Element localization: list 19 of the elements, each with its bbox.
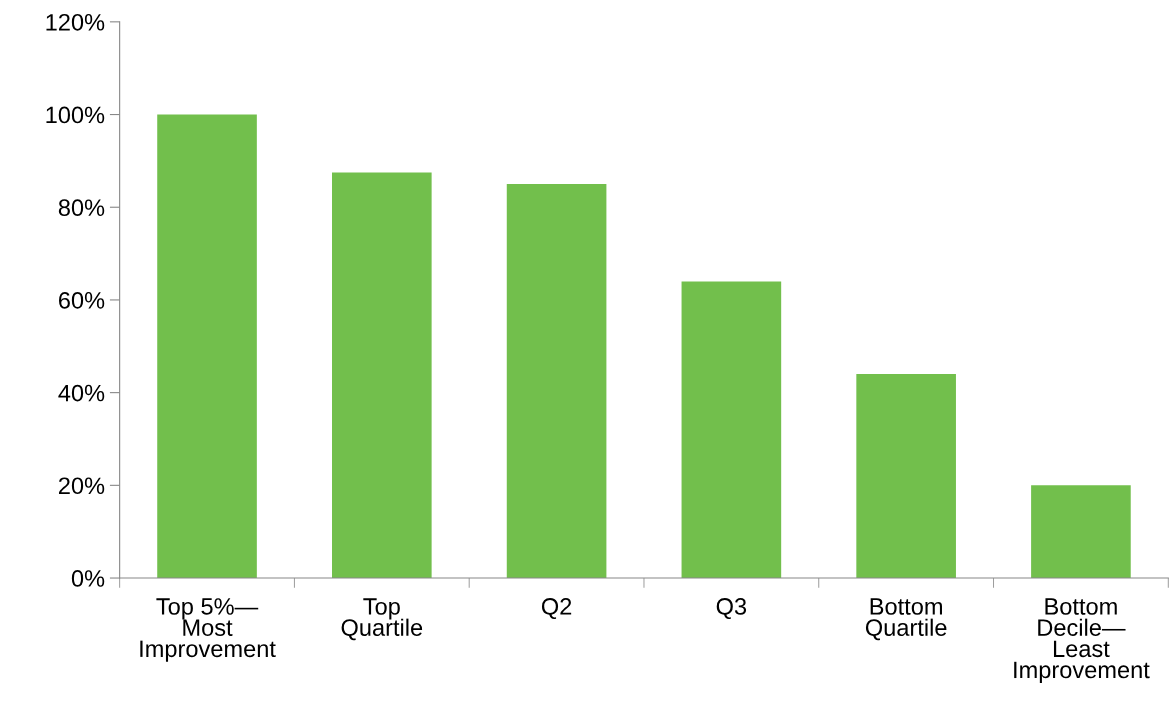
y-tick-label: 60% xyxy=(59,292,105,309)
x-tick-label: Q3 xyxy=(716,598,747,620)
bar xyxy=(332,172,432,579)
x-tick-label: Q2 xyxy=(541,598,572,620)
y-tick-label: 120% xyxy=(46,13,105,31)
y-tick-label: 20% xyxy=(59,477,105,495)
bar xyxy=(681,281,782,579)
y-tick-label: 80% xyxy=(58,199,105,217)
bar xyxy=(506,184,607,579)
x-tick-label: Top Quartile xyxy=(341,598,423,641)
x-tick-label: Top 5%— Most Improvement xyxy=(140,598,276,662)
y-tick-label: 100% xyxy=(46,106,105,124)
bar xyxy=(856,374,956,579)
y-tick-label: 0% xyxy=(71,570,105,587)
bar xyxy=(1031,485,1131,579)
y-tick-label: 40% xyxy=(58,384,105,402)
x-tick-label: Bottom Quartile xyxy=(865,598,947,641)
bar xyxy=(157,114,257,579)
x-tick-label: Bottom Decile— Least Improvement xyxy=(1014,598,1150,683)
